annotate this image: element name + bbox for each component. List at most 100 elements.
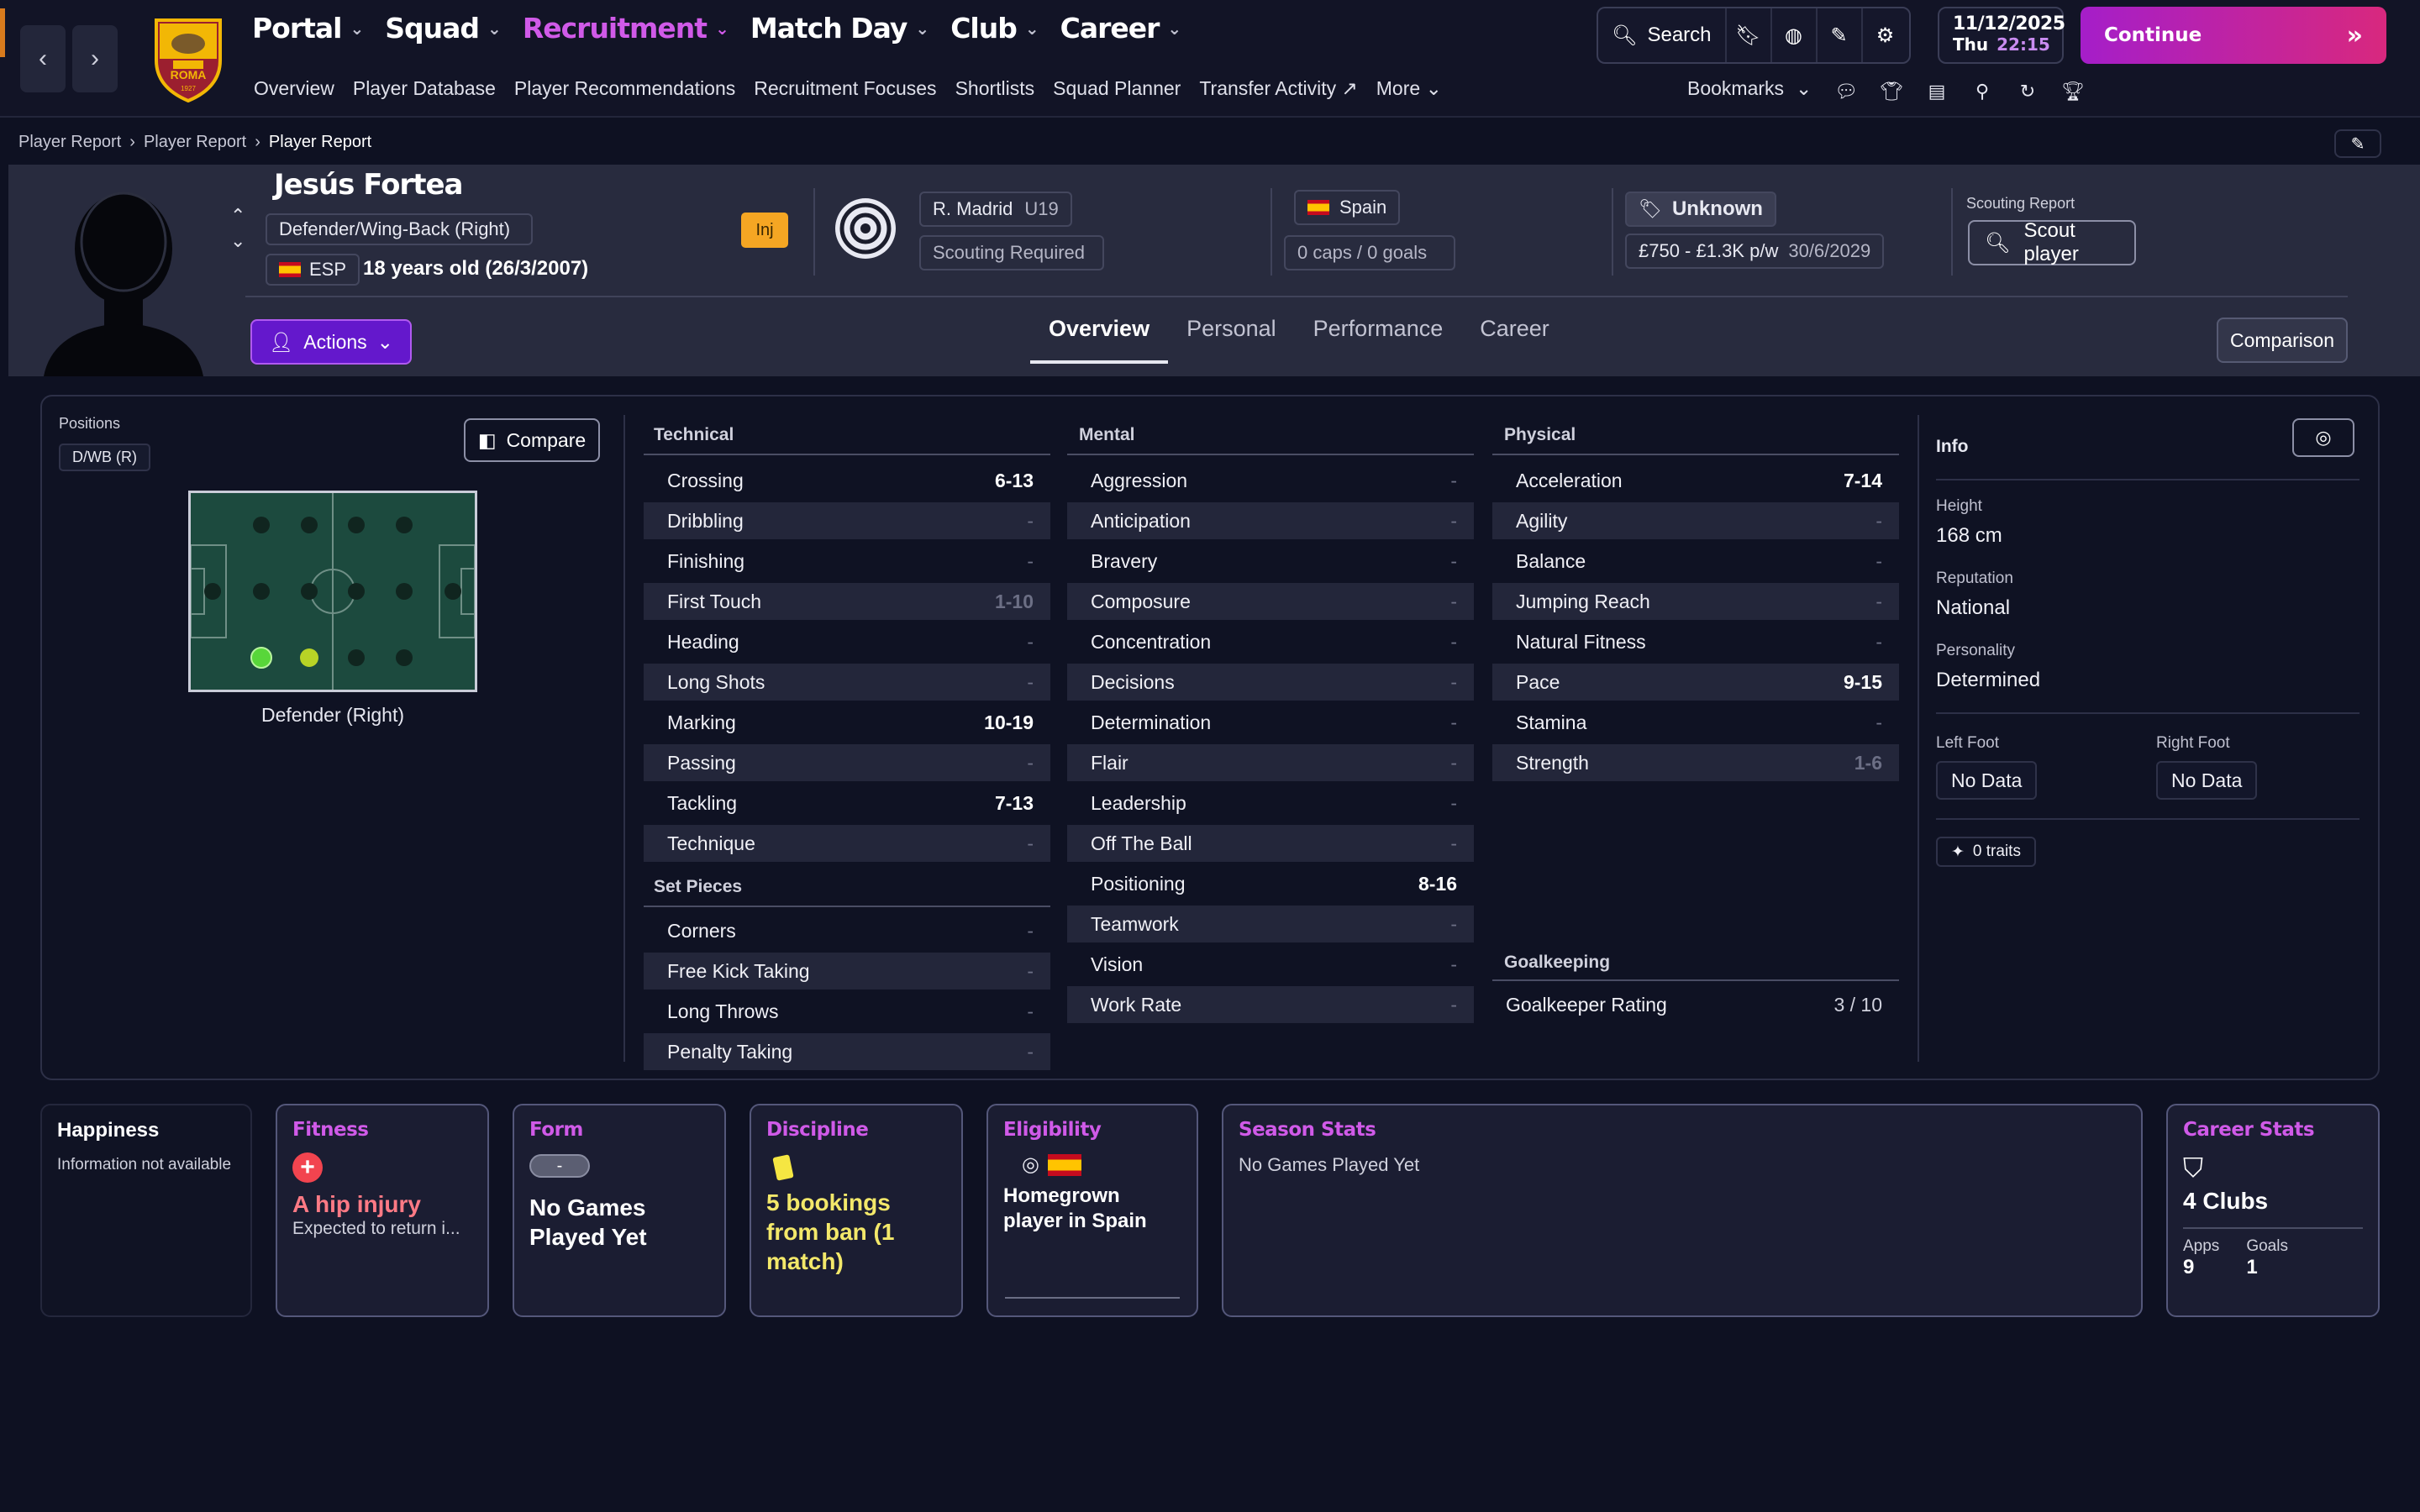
target-icon: ◎: [1022, 1153, 1039, 1176]
career-stats-card[interactable]: Career Stats ⛉ 4 Clubs Apps 9 Goals 1: [2166, 1104, 2380, 1317]
attribute-row[interactable]: Jumping Reach -: [1492, 583, 1899, 620]
attribute-row[interactable]: Vision -: [1067, 946, 1474, 983]
attribute-row[interactable]: Anticipation -: [1067, 502, 1474, 539]
nav-squad[interactable]: Squad ⌄: [385, 12, 502, 45]
forward-button[interactable]: ›: [72, 25, 118, 92]
subnav-recruitment-focuses[interactable]: Recruitment Focuses: [754, 77, 937, 99]
club-pill[interactable]: R. Madrid U19: [919, 192, 1072, 227]
attribute-row[interactable]: Aggression -: [1067, 462, 1474, 499]
shirt-icon[interactable]: 👕︎: [1880, 81, 1903, 102]
tab-personal[interactable]: Personal: [1186, 316, 1276, 341]
subnav-squad-planner[interactable]: Squad Planner: [1053, 77, 1181, 99]
world-tool-button[interactable]: ◍: [1772, 8, 1818, 62]
game-date[interactable]: 11/12/2025 Thu 22:15: [1938, 7, 2065, 64]
bookmark-tool-button[interactable]: 🔖︎: [1727, 8, 1772, 62]
attribute-value: 1-6: [1854, 751, 1882, 774]
attribute-row[interactable]: Marking 10-19: [644, 704, 1050, 741]
injury-badge[interactable]: Inj: [741, 213, 788, 248]
chevron-down-icon[interactable]: ⌄: [230, 230, 246, 251]
season-stats-card[interactable]: Season Stats No Games Played Yet: [1222, 1104, 2143, 1317]
attribute-row[interactable]: Strength 1-6: [1492, 744, 1899, 781]
attribute-row[interactable]: Work Rate -: [1067, 986, 1474, 1023]
attribute-row[interactable]: Long Throws -: [644, 993, 1050, 1030]
nav-portal[interactable]: Portal ⌄: [252, 12, 364, 45]
attribute-row[interactable]: Flair -: [1067, 744, 1474, 781]
search-button[interactable]: 🔍︎ Search: [1598, 8, 1727, 62]
club-logo[interactable]: ROMA 1927: [150, 12, 227, 103]
happiness-card[interactable]: Happiness Information not available: [40, 1104, 252, 1317]
player-switcher[interactable]: ⌃ ⌄: [230, 203, 245, 254]
attribute-row[interactable]: Natural Fitness -: [1492, 623, 1899, 660]
attribute-row[interactable]: Determination -: [1067, 704, 1474, 741]
personality-value: Determined: [1936, 669, 2041, 691]
refresh-icon[interactable]: ↻: [2019, 81, 2036, 102]
form-card[interactable]: Form - No Games Played Yet: [513, 1104, 726, 1317]
attribute-row[interactable]: Off The Ball -: [1067, 825, 1474, 862]
settings-button[interactable]: ⚙: [1863, 8, 1908, 62]
bookmarks-dropdown[interactable]: Bookmarks ⌄: [1687, 77, 1812, 100]
nav-recruitment[interactable]: Recruitment ⌄: [523, 12, 729, 45]
attribute-row[interactable]: Teamwork -: [1067, 906, 1474, 942]
compare-button[interactable]: ◧ Compare: [464, 418, 600, 462]
attribute-row[interactable]: Balance -: [1492, 543, 1899, 580]
day-text: Thu: [1953, 34, 1989, 55]
attribute-row[interactable]: Concentration -: [1067, 623, 1474, 660]
attribute-row[interactable]: Positioning 8-16: [1067, 865, 1474, 902]
discipline-card[interactable]: Discipline 5 bookings from ban (1 match): [750, 1104, 963, 1317]
attribute-row[interactable]: Technique -: [644, 825, 1050, 862]
breadcrumb-item[interactable]: Player Report: [143, 133, 247, 151]
trophy-icon[interactable]: 🏆︎: [2061, 81, 2085, 102]
attribute-row[interactable]: Pace 9-15: [1492, 664, 1899, 701]
subnav-player-recommendations[interactable]: Player Recommendations: [513, 77, 736, 99]
attribute-row[interactable]: Tackling 7-13: [644, 785, 1050, 822]
back-button[interactable]: ‹: [20, 25, 66, 92]
scout-player-button[interactable]: 🔍︎ Scout player: [1968, 219, 2136, 265]
attribute-row[interactable]: Agility -: [1492, 502, 1899, 539]
nation-full-pill[interactable]: Spain: [1294, 190, 1401, 225]
subnav-transfer-activity[interactable]: Transfer Activity ↗: [1199, 77, 1357, 100]
nav-career[interactable]: Career ⌄: [1060, 12, 1182, 45]
subnav-player-database[interactable]: Player Database: [352, 77, 496, 99]
info-settings-button[interactable]: ◎: [2292, 418, 2354, 457]
attribute-row[interactable]: Crossing 6-13: [644, 462, 1050, 499]
traits-button[interactable]: ✦ 0 traits: [1936, 837, 2036, 867]
eligibility-card[interactable]: Eligibility ◎ Homegrown player in Spain: [986, 1104, 1198, 1317]
attribute-row[interactable]: Long Shots -: [644, 664, 1050, 701]
attribute-row[interactable]: Bravery -: [1067, 543, 1474, 580]
attribute-row[interactable]: Penalty Taking -: [644, 1033, 1050, 1070]
attribute-row[interactable]: Composure -: [1067, 583, 1474, 620]
attribute-row[interactable]: Heading -: [644, 623, 1050, 660]
comparison-button[interactable]: Comparison: [2217, 318, 2348, 363]
tab-career[interactable]: Career: [1480, 316, 1549, 341]
nation-pill: ESP: [266, 254, 360, 286]
actions-button[interactable]: 👤︎ Actions ⌄: [250, 319, 412, 365]
attribute-row[interactable]: Corners -: [644, 912, 1050, 949]
subnav-shortlists[interactable]: Shortlists: [955, 77, 1035, 99]
subnav-more[interactable]: More ⌄: [1376, 77, 1442, 100]
attribute-row[interactable]: Leadership -: [1067, 785, 1474, 822]
tab-overview[interactable]: Overview: [1030, 314, 1169, 364]
scout-icon[interactable]: ⚲: [1975, 81, 1990, 102]
chevron-up-icon[interactable]: ⌃: [230, 205, 246, 226]
fitness-card[interactable]: Fitness + A hip injury Expected to retur…: [276, 1104, 489, 1317]
attribute-name: Teamwork: [1091, 912, 1179, 935]
edit-page-button[interactable]: ✎: [2334, 129, 2381, 158]
chat-icon[interactable]: 💬︎: [1834, 81, 1858, 102]
breadcrumb-item[interactable]: Player Report: [18, 133, 122, 151]
attribute-row[interactable]: Free Kick Taking -: [644, 953, 1050, 990]
attribute-row[interactable]: First Touch 1-10: [644, 583, 1050, 620]
attribute-name: Pace: [1516, 670, 1560, 693]
attribute-row[interactable]: Finishing -: [644, 543, 1050, 580]
nav-club[interactable]: Club ⌄: [950, 12, 1039, 45]
attribute-row[interactable]: Acceleration 7-14: [1492, 462, 1899, 499]
attribute-row[interactable]: Decisions -: [1067, 664, 1474, 701]
attribute-row[interactable]: Dribbling -: [644, 502, 1050, 539]
subnav-overview[interactable]: Overview: [254, 77, 334, 99]
continue-button[interactable]: Continue »: [2081, 7, 2386, 64]
edit-tool-button[interactable]: ✎: [1818, 8, 1863, 62]
attribute-row[interactable]: Passing -: [644, 744, 1050, 781]
tab-performance[interactable]: Performance: [1313, 316, 1444, 341]
attribute-row[interactable]: Stamina -: [1492, 704, 1899, 741]
notes-icon[interactable]: ▤: [1928, 81, 1946, 102]
nav-match-day[interactable]: Match Day ⌄: [750, 12, 929, 45]
